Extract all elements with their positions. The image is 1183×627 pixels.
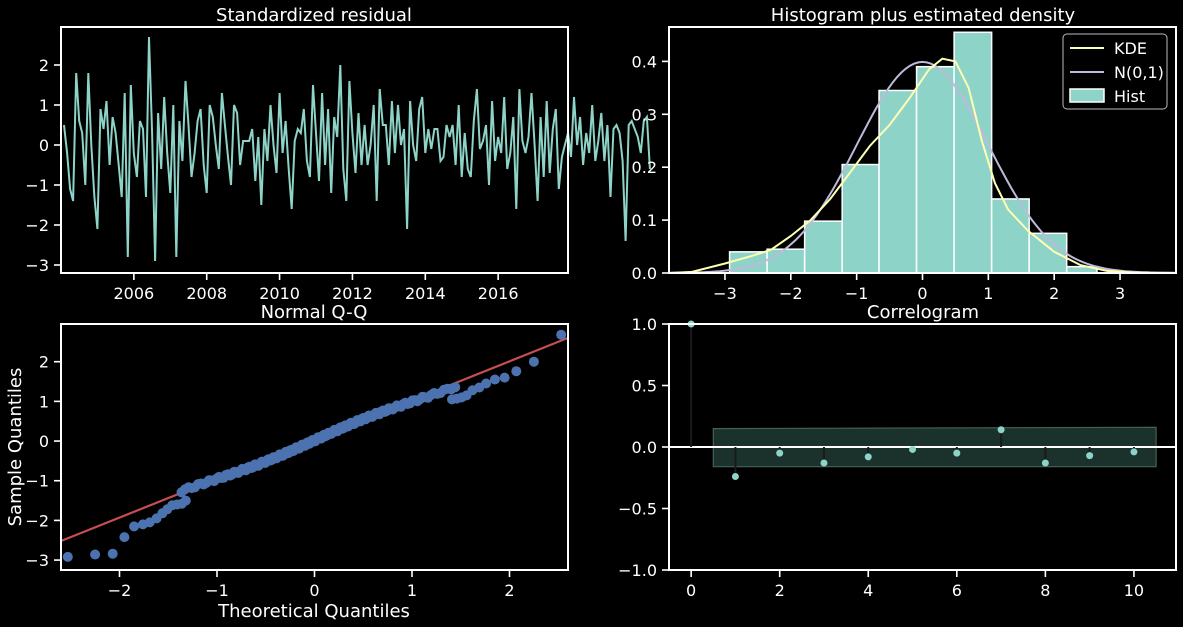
histogram-bar <box>990 198 1030 274</box>
histogram-xtick-label: −3 <box>713 284 737 303</box>
histogram-bar <box>878 89 918 274</box>
acf-ytick-label: −1.0 <box>618 561 657 580</box>
histogram-ytick-label: 0.0 <box>632 264 657 283</box>
qq-point <box>511 366 522 377</box>
histogram-title: Histogram plus estimated density <box>771 5 1076 26</box>
acf-point <box>1041 459 1049 467</box>
acf-xtick-label: 10 <box>1124 581 1144 600</box>
histogram-xtick-label: 2 <box>1049 284 1059 303</box>
legend-kde-label: KDE <box>1114 39 1147 58</box>
residual-xtick-label: 2008 <box>186 284 227 303</box>
qq-point <box>556 329 567 340</box>
residual-ytick-label: 1 <box>39 96 49 115</box>
qq-xlabel: Theoretical Quantiles <box>217 601 410 622</box>
qq-point <box>129 521 140 532</box>
acf-point <box>953 449 961 457</box>
qq-xtick-label: −1 <box>205 581 229 600</box>
residual-ytick-label: −2 <box>25 216 49 235</box>
acf-point <box>864 453 872 461</box>
qq-ytick-label: −2 <box>25 511 49 530</box>
residual-series-line <box>63 36 651 262</box>
residual-axes-frame <box>60 26 569 274</box>
histogram-xtick-label: 3 <box>1115 284 1125 303</box>
qq-xtick-label: 0 <box>309 581 319 600</box>
acf-xtick-label: 6 <box>952 581 962 600</box>
acf-xtick-label: 4 <box>863 581 873 600</box>
histogram-ytick-label: 0.2 <box>632 158 657 177</box>
histogram-ytick-label: 0.1 <box>632 211 657 230</box>
histogram-bar <box>803 220 843 274</box>
kde-curve <box>668 57 1177 274</box>
qq-ytick-label: 0 <box>39 432 49 451</box>
histogram-bar <box>841 163 880 274</box>
histogram-panel: Histogram plus estimated density −3 −2 −1 0… <box>632 5 1177 303</box>
qq-point <box>481 378 492 389</box>
qq-point <box>107 548 118 559</box>
acf-point <box>997 426 1005 434</box>
histogram-legend: KDE N(0,1) Hist <box>1062 33 1168 110</box>
acf-point <box>731 473 739 481</box>
qq-xtick-label: 1 <box>407 581 417 600</box>
legend-normal-label: N(0,1) <box>1114 63 1164 82</box>
histogram-xtick-label: 1 <box>983 284 993 303</box>
qq-ytick-label: −3 <box>25 551 49 570</box>
residual-xtick-label: 2010 <box>259 284 300 303</box>
residual-ytick-label: 0 <box>39 136 49 155</box>
histogram-xtick-label: 0 <box>917 284 927 303</box>
qq-xtick-label: 2 <box>504 581 514 600</box>
qq-point <box>180 495 191 506</box>
qq-point <box>119 532 130 543</box>
acf-point <box>820 459 828 467</box>
residual-xtick-label: 2012 <box>332 284 373 303</box>
qq-point <box>62 551 73 562</box>
qq-ylabel: Sample Quantiles <box>5 368 26 527</box>
acf-point <box>776 449 784 457</box>
qq-ytick-label: 2 <box>39 353 49 372</box>
acf-point <box>1130 448 1138 456</box>
qq-panel: Normal Q-Q Theoretical Quantiles Sample … <box>5 302 569 622</box>
qq-point <box>489 374 500 385</box>
acf-xtick-label: 2 <box>775 581 785 600</box>
acf-xtick-label: 8 <box>1040 581 1050 600</box>
qq-title: Normal Q-Q <box>261 302 368 323</box>
residual-xtick-label: 2014 <box>405 284 446 303</box>
acf-xtick-label: 0 <box>686 581 696 600</box>
acf-ytick-label: −0.5 <box>618 500 657 519</box>
qq-ytick-label: 1 <box>39 392 49 411</box>
acf-point <box>1086 452 1094 460</box>
legend-hist-label: Hist <box>1114 87 1145 106</box>
correlogram-panel: Correlogram 0 2 4 6 8 10 −1.0 −0.5 0.0 0.5 1.0 <box>618 302 1177 600</box>
histogram-bar <box>915 65 955 274</box>
acf-ytick-label: 0.0 <box>632 438 657 457</box>
normal-density-curve <box>668 60 1177 274</box>
qq-point <box>499 372 510 383</box>
correlogram-title: Correlogram <box>867 302 979 323</box>
residual-xtick-label: 2006 <box>114 284 155 303</box>
residual-xtick-label: 2016 <box>478 284 519 303</box>
qq-xtick-label: −2 <box>108 581 132 600</box>
histogram-bar <box>766 248 806 274</box>
legend-hist-swatch <box>1069 88 1105 103</box>
histogram-xtick-label: −1 <box>845 284 869 303</box>
residual-ytick-label: −1 <box>25 176 49 195</box>
histogram-ytick-label: 0.3 <box>632 105 657 124</box>
qq-ytick-label: −1 <box>25 472 49 491</box>
acf-ytick-label: 0.5 <box>632 377 657 396</box>
histogram-xtick-label: −2 <box>779 284 803 303</box>
acf-ytick-label: 1.0 <box>632 315 657 334</box>
acf-point <box>909 445 917 453</box>
qq-point <box>450 382 461 393</box>
residual-title: Standardized residual <box>216 5 412 26</box>
residual-ytick-label: −3 <box>25 256 49 275</box>
qq-point <box>528 356 539 367</box>
qq-point <box>90 549 101 560</box>
residual-ytick-label: 2 <box>39 56 49 75</box>
residual-panel: Standardized residual 2006 2008 2010 2012 20… <box>25 5 651 303</box>
histogram-ytick-label: 0.4 <box>632 52 657 71</box>
